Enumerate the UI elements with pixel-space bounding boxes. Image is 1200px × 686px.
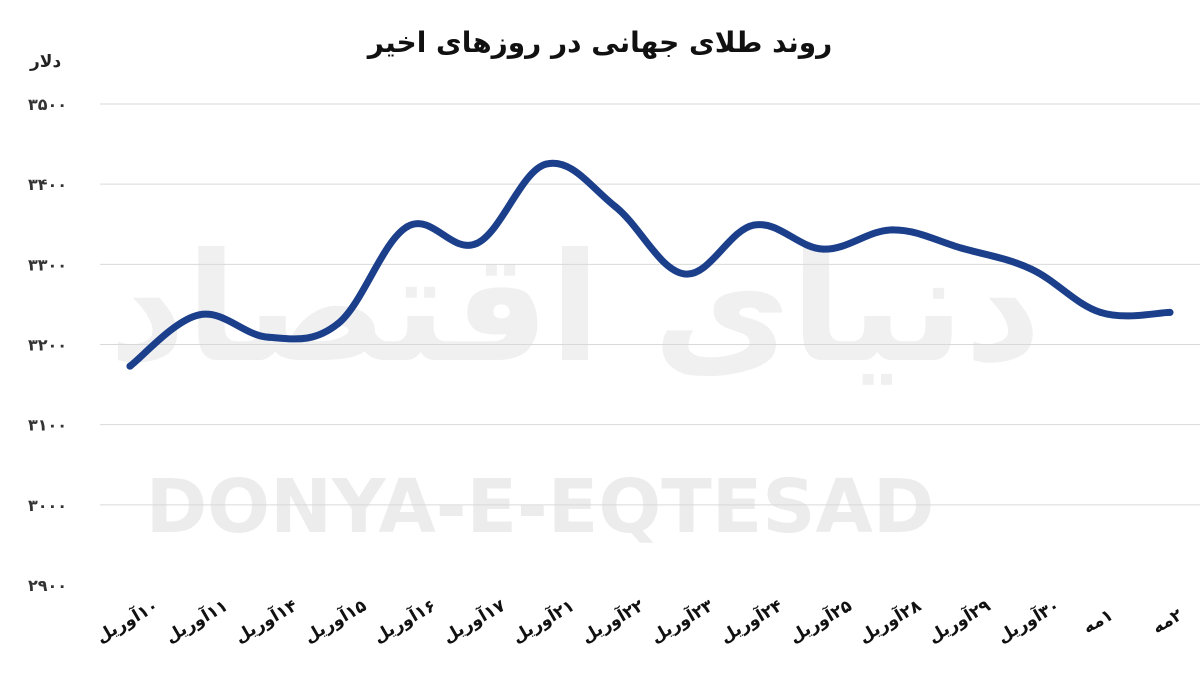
series-line bbox=[126, 159, 1174, 370]
x-tick-label: ۲۹آوریل bbox=[924, 594, 995, 648]
x-tick-label: ۲۱آوریل bbox=[508, 594, 578, 647]
y-tick-labels: ۲۹۰۰ ۳۰۰۰ ۳۱۰۰ ۳۲۰۰ ۳۳۰۰ ۳۴۰۰ ۳۵۰۰ bbox=[28, 95, 67, 595]
x-tick-label: ۲مه bbox=[1149, 605, 1187, 638]
x-tick-label: ۲۴آوریل bbox=[716, 594, 786, 647]
y-axis-unit-label: دلار bbox=[30, 52, 62, 72]
x-tick-label: ۱۴آوریل bbox=[230, 594, 300, 647]
x-tick-label: ۱مه bbox=[1080, 605, 1117, 638]
y-tick-label: ۳۰۰۰ bbox=[28, 496, 67, 515]
x-tick-label: ۲۳آوریل bbox=[646, 594, 717, 648]
data-point bbox=[958, 244, 966, 252]
x-tick-label: ۲۵آوریل bbox=[785, 594, 855, 647]
x-tick-label: ۱۵آوریل bbox=[300, 594, 370, 647]
x-tick-labels: ۱۰آوریل ۱۱آوریل ۱۴آوریل ۱۵آوریل ۱۶آوریل ۱۷آور… bbox=[92, 594, 1187, 648]
gridlines bbox=[100, 103, 1200, 506]
x-tick-label: ۳۰آوریل bbox=[993, 594, 1063, 647]
x-tick-label: ۱۱آوریل bbox=[161, 594, 231, 647]
y-tick-label: ۲۹۰۰ bbox=[28, 576, 67, 595]
data-point bbox=[265, 333, 273, 341]
watermark-text: DONYA-E-EQTESAD bbox=[146, 464, 935, 550]
data-point bbox=[1097, 308, 1105, 316]
data-point bbox=[681, 270, 689, 278]
y-tick-label: ۳۴۰۰ bbox=[28, 175, 67, 194]
data-point bbox=[195, 311, 203, 319]
x-tick-label: ۱۰آوریل bbox=[92, 594, 162, 647]
data-point bbox=[1027, 265, 1035, 273]
watermark: DONYA-E-EQTESAD دنیای اقتصاد bbox=[109, 222, 1042, 550]
data-point bbox=[611, 203, 619, 211]
x-tick-label: ۲۸آوریل bbox=[854, 594, 925, 648]
data-point bbox=[542, 160, 550, 168]
data-point bbox=[1166, 308, 1174, 316]
y-tick-label: ۳۵۰۰ bbox=[28, 95, 67, 114]
data-point bbox=[334, 320, 342, 328]
data-point bbox=[750, 221, 758, 229]
data-point bbox=[473, 239, 481, 247]
chart-title: روند طلای جهانی در روزهای اخیر bbox=[367, 26, 833, 59]
x-tick-label: ۲۲آوریل bbox=[577, 594, 648, 648]
data-point bbox=[126, 362, 134, 370]
y-tick-label: ۳۲۰۰ bbox=[28, 336, 67, 355]
x-tick-label: ۱۶آوریل bbox=[369, 594, 439, 647]
data-point bbox=[889, 226, 897, 234]
watermark-logo: دنیای اقتصاد bbox=[109, 222, 1042, 396]
data-point bbox=[819, 245, 827, 253]
data-point bbox=[403, 223, 411, 231]
x-tick-label: ۱۷آوریل bbox=[438, 594, 509, 648]
y-tick-label: ۳۳۰۰ bbox=[28, 255, 67, 274]
series-layer bbox=[126, 159, 1174, 370]
y-tick-label: ۳۱۰۰ bbox=[28, 416, 67, 435]
